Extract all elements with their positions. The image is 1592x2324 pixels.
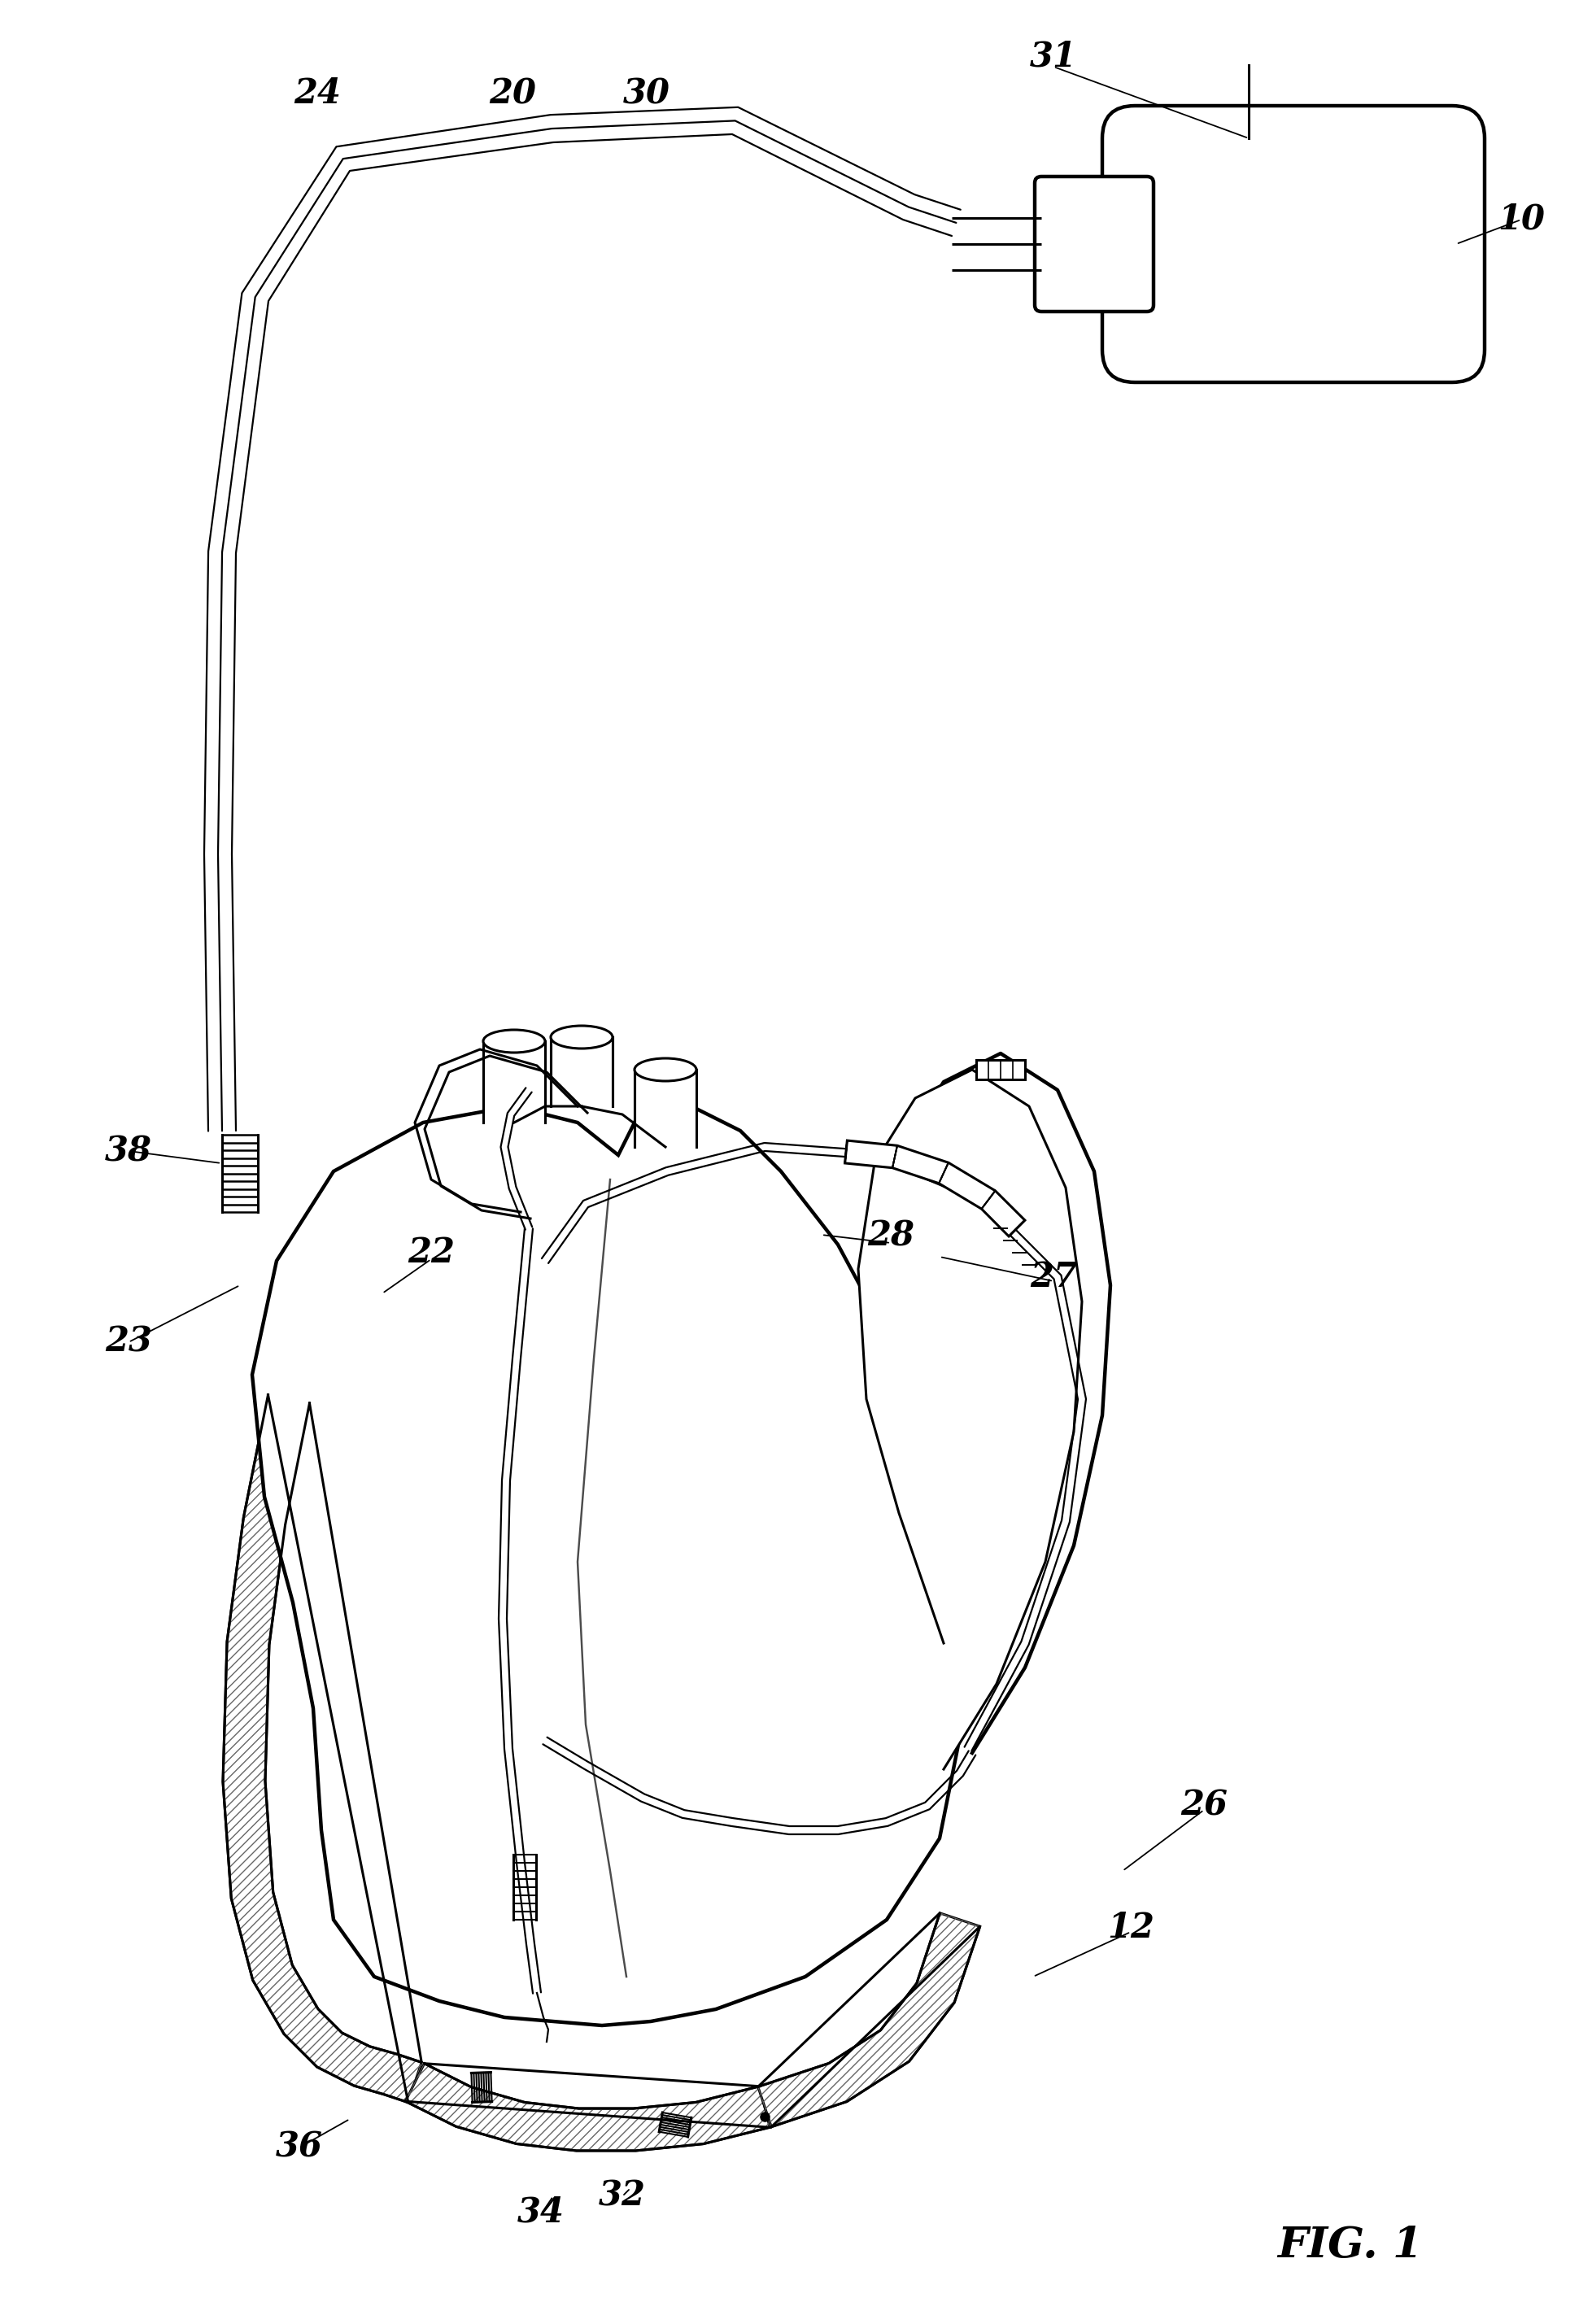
Ellipse shape <box>484 1030 544 1053</box>
Polygon shape <box>223 1394 422 2103</box>
Text: 38: 38 <box>105 1134 153 1169</box>
Text: 27: 27 <box>1030 1260 1078 1294</box>
Text: 20: 20 <box>489 77 537 112</box>
Polygon shape <box>406 2064 771 2150</box>
FancyBboxPatch shape <box>1102 107 1485 383</box>
Text: 32: 32 <box>599 2180 646 2212</box>
Text: 30: 30 <box>622 77 670 112</box>
Polygon shape <box>484 1041 544 1122</box>
Ellipse shape <box>635 1057 696 1081</box>
Text: 26: 26 <box>1180 1789 1227 1822</box>
Polygon shape <box>551 1037 613 1106</box>
Polygon shape <box>858 1069 1083 1769</box>
Polygon shape <box>845 1141 1025 1236</box>
Text: 34: 34 <box>517 2196 565 2229</box>
Polygon shape <box>758 1913 981 2126</box>
FancyBboxPatch shape <box>1035 177 1154 311</box>
Text: 22: 22 <box>408 1236 455 1269</box>
Text: 28: 28 <box>868 1220 914 1253</box>
Text: 36: 36 <box>275 2131 323 2164</box>
Polygon shape <box>252 1106 965 2027</box>
Ellipse shape <box>551 1025 613 1048</box>
Text: 23: 23 <box>105 1325 153 1360</box>
Text: 24: 24 <box>293 77 341 112</box>
Text: 10: 10 <box>1498 202 1544 237</box>
Text: 12: 12 <box>1106 1910 1154 1945</box>
Text: FIG. 1: FIG. 1 <box>1278 2224 1423 2266</box>
Polygon shape <box>976 1060 1025 1078</box>
Polygon shape <box>635 1069 696 1148</box>
Text: 31: 31 <box>1030 40 1078 74</box>
